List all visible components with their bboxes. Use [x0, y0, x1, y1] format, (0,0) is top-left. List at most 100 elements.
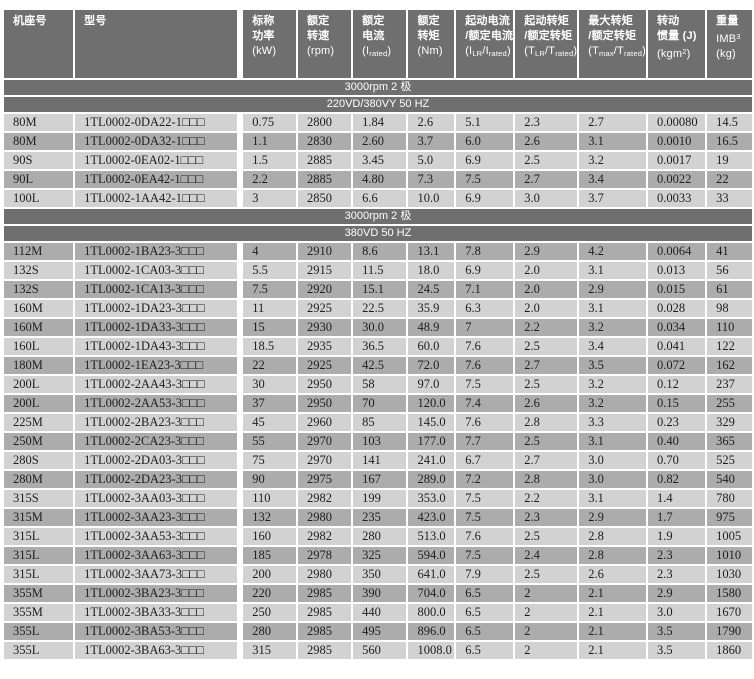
cell-tlr-ratio: 2: [515, 623, 578, 640]
cell-inertia: 0.40: [647, 433, 706, 450]
cell-weight: 365: [707, 433, 752, 450]
cell-inertia: 0.15: [647, 395, 706, 412]
cell-torque-nm: 120.0: [408, 395, 455, 412]
cell-torque-nm: 594.0: [408, 547, 455, 564]
cell-frame: 315M: [4, 509, 74, 526]
table-row: 225M 1TL0002-2BA23-3□□□ 45 2960 85 145.0 7.6 2.…: [4, 414, 752, 431]
column-gap: [239, 528, 242, 545]
column-gap: [239, 433, 242, 450]
cell-power-kw: 18.5: [243, 338, 297, 355]
col-header-line: 重量: [716, 15, 739, 27]
col-header-inertia: 转动 惯量 (J) (kgm2): [647, 10, 706, 78]
col-header-line: 最大转矩: [588, 15, 634, 27]
cell-tmax-ratio: 2.8: [579, 547, 646, 564]
cell-inertia: 0.0010: [647, 133, 706, 150]
cell-current: 350: [353, 566, 407, 583]
col-header-line: 起动电流: [465, 15, 510, 27]
cell-model: 1TL0002-2CA23-3□□□: [75, 433, 237, 450]
cell-weight: 14.5: [707, 114, 752, 131]
table-row: 315M 1TL0002-3AA23-3□□□ 132 2980 235 423.0 7.5…: [4, 509, 752, 526]
table-row: 160M 1TL0002-1DA23-3□□□ 11 2925 22.5 35.9 6.3 2…: [4, 300, 752, 317]
cell-current: 2.60: [353, 133, 407, 150]
cell-inertia: 0.0017: [647, 152, 706, 169]
cell-weight: 540: [707, 471, 752, 488]
cell-torque-nm: 1008.0: [408, 642, 455, 659]
cell-power-kw: 4: [243, 243, 297, 260]
cell-inertia: 0.0064: [647, 243, 706, 260]
cell-current: 390: [353, 585, 407, 602]
cell-speed-rpm: 2930: [298, 319, 352, 336]
cell-model: 1TL0002-2DA23-3□□□: [75, 471, 237, 488]
cell-tlr-ratio: 2.5: [515, 376, 578, 393]
table-row: 100L 1TL0002-1AA42-1□□□ 3 2850 6.6 10.0 6.9 3.0…: [4, 190, 752, 207]
cell-inertia: 2.3: [647, 547, 706, 564]
cell-weight: 61: [707, 281, 752, 298]
cell-tmax-ratio: 3.5: [579, 357, 646, 374]
cell-power-kw: 37: [243, 395, 297, 412]
col-header-frame: 机座号: [4, 10, 74, 78]
col-header-line: (ILR/Irated): [465, 45, 511, 58]
cell-tlr-ratio: 2.5: [515, 433, 578, 450]
cell-torque-nm: 18.0: [408, 262, 455, 279]
cell-model: 1TL0002-1AA42-1□□□: [75, 190, 237, 207]
col-header-power-kw: 标称 功率 (kW): [243, 10, 297, 78]
cell-weight: 237: [707, 376, 752, 393]
column-gap: [239, 10, 242, 78]
table-header: 机座号 型号 标称 功率 (kW) 额定 转速 (rpm) 额定 电流 (Irated) 额定 转矩 (N…: [4, 10, 752, 78]
cell-current: 11.5: [353, 262, 407, 279]
cell-tlr-ratio: 2.3: [515, 114, 578, 131]
cell-weight: 1005: [707, 528, 752, 545]
cell-ilr-ratio: 7.6: [456, 414, 514, 431]
column-gap: [239, 547, 242, 564]
cell-tmax-ratio: 2.1: [579, 623, 646, 640]
table-row: 160L 1TL0002-1DA43-3□□□ 18.5 2935 36.5 60.0 7.…: [4, 338, 752, 355]
cell-torque-nm: 35.9: [408, 300, 455, 317]
cell-ilr-ratio: 6.9: [456, 190, 514, 207]
table-row: 132S 1TL0002-1CA13-3□□□ 7.5 2920 15.1 24.5 7.1…: [4, 281, 752, 298]
cell-ilr-ratio: 6.7: [456, 452, 514, 469]
cell-torque-nm: 704.0: [408, 585, 455, 602]
col-header-line: 机座号: [13, 15, 47, 27]
cell-current: 141: [353, 452, 407, 469]
cell-tlr-ratio: 2.0: [515, 300, 578, 317]
section-band-label: 380VD 50 HZ: [4, 226, 752, 241]
cell-ilr-ratio: 6.0: [456, 133, 514, 150]
table-row: 90S 1TL0002-0EA02-1□□□ 1.5 2885 3.45 5.0 6.9 2.…: [4, 152, 752, 169]
column-gap: [239, 171, 242, 188]
cell-tmax-ratio: 3.3: [579, 414, 646, 431]
cell-weight: 975: [707, 509, 752, 526]
cell-model: 1TL0002-3BA53-3□□□: [75, 623, 237, 640]
cell-power-kw: 1.1: [243, 133, 297, 150]
cell-frame: 200L: [4, 395, 74, 412]
cell-speed-rpm: 2925: [298, 300, 352, 317]
motor-spec-document: 机座号 型号 标称 功率 (kW) 额定 转速 (rpm) 额定 电流 (Irated) 额定 转矩 (N…: [4, 10, 752, 659]
cell-ilr-ratio: 7.5: [456, 509, 514, 526]
cell-weight: 41: [707, 243, 752, 260]
cell-power-kw: 11: [243, 300, 297, 317]
cell-speed-rpm: 2850: [298, 190, 352, 207]
cell-weight: 1860: [707, 642, 752, 659]
table-row: 160M 1TL0002-1DA33-3□□□ 15 2930 30.0 48.9 7 2.2…: [4, 319, 752, 336]
cell-power-kw: 7.5: [243, 281, 297, 298]
cell-weight: 56: [707, 262, 752, 279]
cell-weight: 1790: [707, 623, 752, 640]
cell-speed-rpm: 2978: [298, 547, 352, 564]
cell-tmax-ratio: 3.2: [579, 395, 646, 412]
cell-tmax-ratio: 2.1: [579, 585, 646, 602]
cell-power-kw: 55: [243, 433, 297, 450]
cell-torque-nm: 60.0: [408, 338, 455, 355]
table-row: 315S 1TL0002-3AA03-3□□□ 110 2982 199 353.0 7.5…: [4, 490, 752, 507]
cell-ilr-ratio: 7.8: [456, 243, 514, 260]
col-header-line: 转速: [307, 30, 330, 42]
cell-tlr-ratio: 2.8: [515, 471, 578, 488]
header-row: 机座号 型号 标称 功率 (kW) 额定 转速 (rpm) 额定 电流 (Irated) 额定 转矩 (N…: [4, 10, 752, 78]
cell-current: 199: [353, 490, 407, 507]
cell-power-kw: 45: [243, 414, 297, 431]
cell-power-kw: 250: [243, 604, 297, 621]
cell-ilr-ratio: 6.5: [456, 585, 514, 602]
cell-tlr-ratio: 2.2: [515, 319, 578, 336]
cell-torque-nm: 3.7: [408, 133, 455, 150]
col-header-line: 惯量 (J): [656, 30, 697, 42]
cell-tlr-ratio: 2.0: [515, 281, 578, 298]
cell-ilr-ratio: 6.5: [456, 642, 514, 659]
